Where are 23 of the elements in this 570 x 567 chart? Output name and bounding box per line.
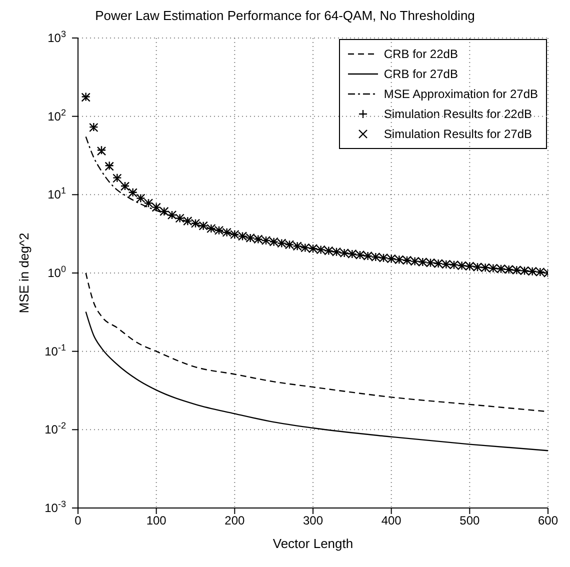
y-tick-label: 10$^{0}$ xyxy=(48,264,66,280)
legend-label: CRB for 27dB xyxy=(384,67,458,81)
y-tick-label: 10$^{2}$ xyxy=(48,107,66,124)
x-axis-title: Vector Length xyxy=(272,536,354,551)
y-tick-label: 10$^{-2}$ xyxy=(44,420,66,437)
x-tick-label: 600 xyxy=(538,514,558,528)
x-tick-label: 200 xyxy=(224,514,245,528)
y-tick-label: 10$^{-1}$ xyxy=(44,342,66,358)
legend-label: CRB for 22dB xyxy=(384,47,458,61)
legend-label: MSE Approximation for 27dB xyxy=(384,87,538,101)
y-tick-label: 10$^{-3}$ xyxy=(44,499,66,515)
y-tick-label: 10$^{1}$ xyxy=(48,186,66,202)
x-tick-label: 0 xyxy=(74,514,82,528)
x-tick-label: 400 xyxy=(381,514,402,528)
y-axis-title: MSE in deg^2 xyxy=(16,232,32,314)
line-series xyxy=(85,311,548,452)
x-tick-label: 100 xyxy=(146,514,167,528)
x-tick-label: 500 xyxy=(460,514,480,528)
x-tick-label: 300 xyxy=(302,514,324,528)
legend-label: Simulation Results for 22dB xyxy=(384,107,532,121)
legend-label: Simulation Results for 27dB xyxy=(384,127,532,141)
chart-title: Power Law Estimation Performance for 64-QAM, No Thresholding xyxy=(94,8,476,25)
y-tick-label: 10$^{3}$ xyxy=(48,29,66,45)
